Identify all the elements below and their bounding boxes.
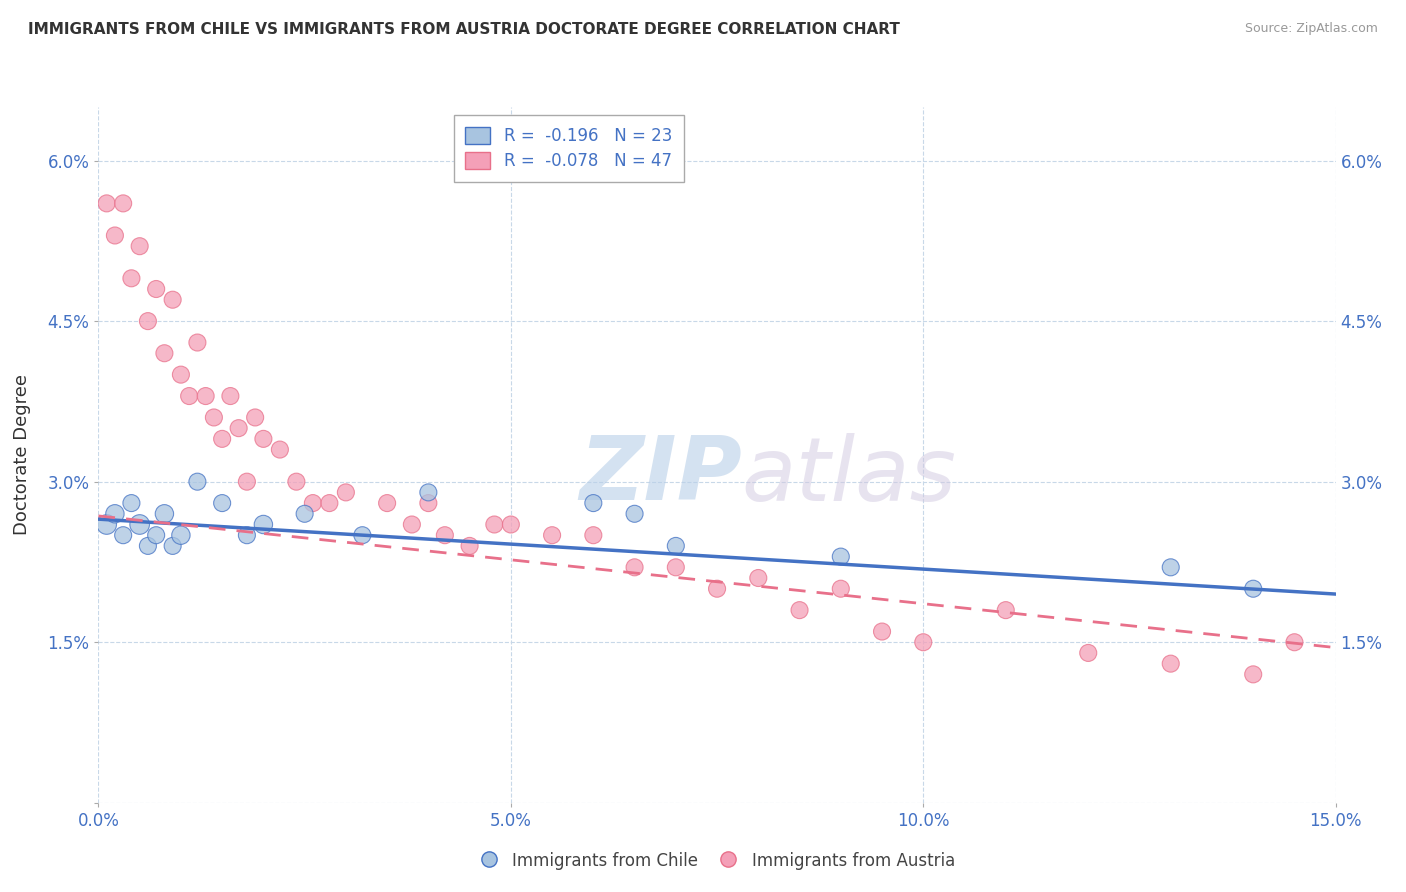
Point (269, 442, 291, 457)
Point (153, 346, 176, 360)
Point (145, 282, 167, 296)
Point (128, 239, 150, 253)
Point (170, 528, 193, 542)
Point (582, 528, 605, 542)
Point (302, 496, 325, 510)
Point (236, 528, 259, 542)
Point (145, 528, 167, 542)
Point (1160, 657, 1182, 671)
Point (318, 496, 340, 510)
Text: IMMIGRANTS FROM CHILE VS IMMIGRANTS FROM AUSTRIA DOCTORATE DEGREE CORRELATION CH: IMMIGRANTS FROM CHILE VS IMMIGRANTS FROM… (28, 22, 900, 37)
Point (912, 635, 935, 649)
Point (194, 389, 217, 403)
Point (112, 196, 135, 211)
Point (186, 335, 208, 350)
Point (499, 517, 522, 532)
Point (994, 603, 1017, 617)
Point (418, 496, 440, 510)
Point (747, 571, 769, 585)
Text: Source: ZipAtlas.com: Source: ZipAtlas.com (1244, 22, 1378, 36)
Point (870, 624, 893, 639)
Point (1241, 667, 1264, 681)
Point (1160, 560, 1182, 574)
Point (665, 560, 688, 574)
Point (202, 410, 225, 425)
Point (186, 475, 208, 489)
Point (1241, 582, 1264, 596)
Point (285, 475, 308, 489)
Text: atlas: atlas (742, 433, 956, 519)
Point (136, 314, 159, 328)
Point (128, 517, 150, 532)
Point (375, 496, 398, 510)
Point (112, 528, 135, 542)
Point (623, 507, 645, 521)
Point (162, 539, 184, 553)
Point (104, 507, 127, 521)
Point (665, 539, 688, 553)
Point (401, 517, 423, 532)
Point (294, 507, 316, 521)
Point (136, 539, 159, 553)
Point (219, 389, 242, 403)
Point (582, 496, 605, 510)
Point (170, 368, 193, 382)
Point (243, 410, 266, 425)
Point (179, 389, 201, 403)
Point (458, 539, 481, 553)
Point (96, 517, 118, 532)
Point (418, 485, 440, 500)
Point (706, 582, 728, 596)
Point (153, 507, 176, 521)
Point (789, 603, 811, 617)
Point (484, 517, 506, 532)
Point (335, 485, 357, 500)
Point (104, 228, 127, 243)
Point (211, 496, 233, 510)
Point (211, 432, 233, 446)
Point (541, 528, 564, 542)
Point (252, 432, 274, 446)
Point (228, 421, 250, 435)
Point (830, 582, 852, 596)
Y-axis label: Doctorate Degree: Doctorate Degree (13, 375, 31, 535)
Point (236, 475, 259, 489)
Point (623, 560, 645, 574)
Point (96, 196, 118, 211)
Point (830, 549, 852, 564)
Point (433, 528, 456, 542)
Legend: Immigrants from Chile, Immigrants from Austria: Immigrants from Chile, Immigrants from A… (471, 843, 963, 878)
Point (120, 271, 142, 285)
Text: ZIP: ZIP (579, 433, 742, 519)
Point (352, 528, 374, 542)
Point (1077, 646, 1099, 660)
Point (120, 496, 142, 510)
Point (252, 517, 274, 532)
Point (1284, 635, 1306, 649)
Point (162, 293, 184, 307)
